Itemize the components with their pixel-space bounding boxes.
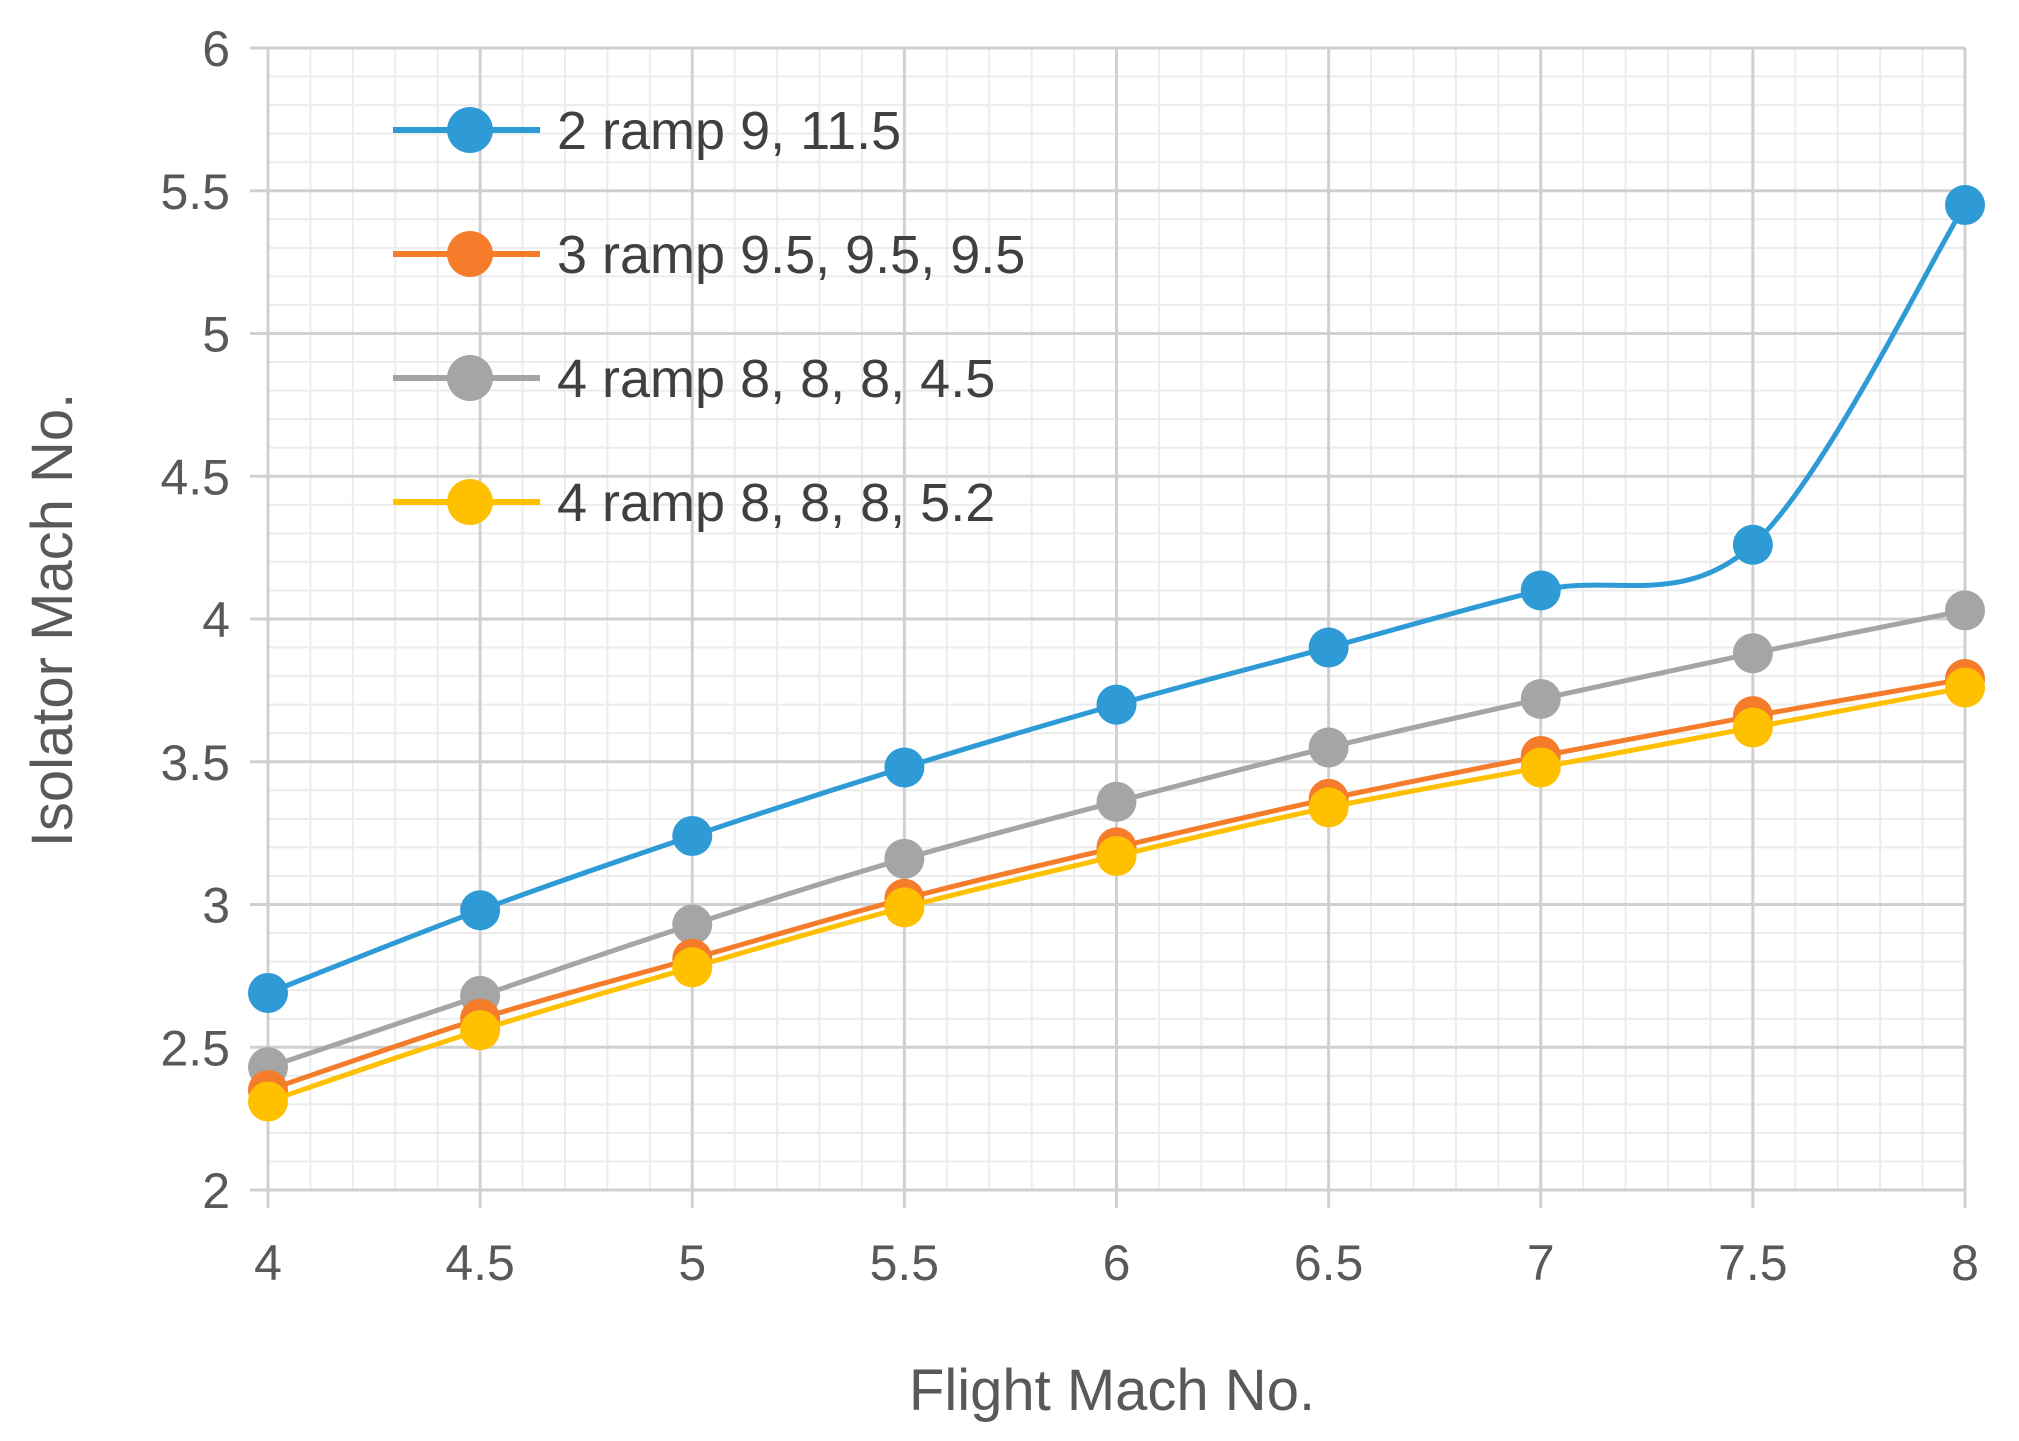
- series-3-point: [672, 904, 713, 945]
- series-4-point: [672, 947, 713, 988]
- series-1-point: [1732, 524, 1773, 565]
- x-axis-ticks: 4 4.5 5 5.5 6 6.5 7 7.5 8: [254, 1235, 1979, 1291]
- series-3-point: [1308, 727, 1349, 768]
- series-1-point: [672, 815, 713, 856]
- x-tick-label: 6.5: [1294, 1235, 1364, 1291]
- x-axis-label: Flight Mach No.: [909, 1358, 1315, 1423]
- series-1-point: [1096, 684, 1137, 725]
- legend-entry-4-label: 4 ramp 8, 8, 8, 5.2: [557, 473, 995, 533]
- y-axis-label: Isolator Mach No.: [20, 393, 85, 848]
- series-1-point: [884, 747, 925, 788]
- series-4-point: [248, 1081, 288, 1122]
- y-tick-label: 4: [202, 592, 230, 648]
- legend-entry-2-marker: [447, 231, 493, 277]
- x-tick-label: 8: [1951, 1235, 1979, 1291]
- y-axis-ticks: 2 2.5 3 3.5 4 4.5 5 5.5 6: [160, 21, 230, 1219]
- series-1-point: [1520, 570, 1561, 611]
- y-tick-label: 3.5: [160, 735, 230, 791]
- series-1-point: [248, 973, 288, 1014]
- series-1-point: [1945, 185, 1985, 226]
- x-tick-label: 4: [254, 1235, 282, 1291]
- x-tick-label: 7: [1527, 1235, 1555, 1291]
- y-tick-label: 5: [202, 307, 230, 363]
- series-4-point: [1096, 835, 1137, 876]
- legend-entry-2-label: 3 ramp 9.5, 9.5, 9.5: [557, 225, 1025, 285]
- series-1-point: [1308, 627, 1349, 668]
- legend-entry-1-label: 2 ramp 9, 11.5: [557, 101, 901, 161]
- y-tick-label: 4.5: [160, 449, 230, 505]
- series-3-point: [1945, 590, 1985, 631]
- y-tick-label: 6: [202, 21, 230, 77]
- x-tick-label: 7.5: [1718, 1235, 1788, 1291]
- y-tick-label: 2: [202, 1163, 230, 1219]
- series-4-point: [884, 887, 925, 928]
- y-tick-label: 5.5: [160, 164, 230, 220]
- series-3-point: [1520, 678, 1561, 719]
- series-3-point: [1732, 633, 1773, 674]
- legend-entry-3-marker: [447, 355, 493, 401]
- legend-entry-1-marker: [447, 107, 493, 153]
- x-tick-label: 6: [1103, 1235, 1131, 1291]
- y-tick-label: 2.5: [160, 1020, 230, 1076]
- legend-entry-3-label: 4 ramp 8, 8, 8, 4.5: [557, 349, 995, 409]
- series-4-point: [1520, 747, 1561, 788]
- series-4-point: [460, 1010, 501, 1051]
- series-group: [248, 185, 1985, 1122]
- x-tick-label: 5.5: [870, 1235, 940, 1291]
- series-4-point: [1732, 707, 1773, 748]
- x-tick-label: 5: [678, 1235, 706, 1291]
- series-4-point: [1945, 667, 1985, 708]
- x-tick-label: 4.5: [445, 1235, 515, 1291]
- y-tick-label: 3: [202, 878, 230, 934]
- series-4-point: [1308, 787, 1349, 828]
- legend: 2 ramp 9, 11.5 3 ramp 9.5, 9.5, 9.5 4 ramp…: [393, 101, 1025, 533]
- grid: [250, 46, 1967, 1208]
- legend-entry-4-marker: [447, 479, 493, 525]
- series-1-point: [460, 890, 501, 931]
- series-3-point: [884, 838, 925, 879]
- series-3-point: [1096, 781, 1137, 822]
